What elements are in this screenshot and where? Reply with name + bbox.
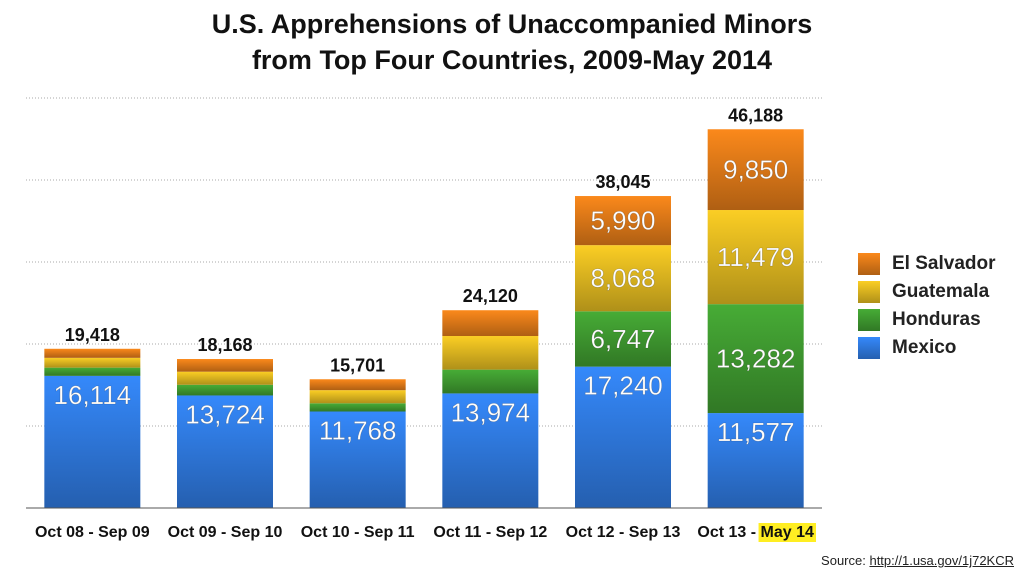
bar-segment-honduras xyxy=(707,304,804,414)
bar-segment-guatemala xyxy=(44,357,141,368)
total-label: 38,045 xyxy=(595,172,650,192)
legend-label: El Salvador xyxy=(892,253,996,274)
bar-segment-mexico xyxy=(707,413,804,508)
category-label: Oct 12 - Sep 13 xyxy=(566,524,681,541)
bar-segment-guatemala xyxy=(177,371,273,385)
bar-segment-mexico xyxy=(575,366,671,508)
bar-segment-el-salvador xyxy=(707,129,804,211)
bar-segment-el-salvador xyxy=(177,359,273,372)
legend-item-honduras: Honduras xyxy=(858,306,996,334)
bar-segment-honduras xyxy=(575,311,671,367)
legend-swatch xyxy=(858,337,880,359)
bar-segment-mexico xyxy=(177,395,273,508)
data-label: 6,747 xyxy=(590,324,655,354)
data-label: 11,479 xyxy=(717,242,795,272)
chart-title-line-2: from Top Four Countries, 2009-May 2014 xyxy=(251,45,773,75)
data-label: 11,768 xyxy=(319,416,397,446)
total-label: 46,188 xyxy=(728,105,783,125)
category-label-prefix: Oct 13 - xyxy=(697,524,760,541)
category-label: Oct 13 - May 14 xyxy=(697,524,814,541)
data-label: 5,990 xyxy=(590,206,655,236)
total-label: 18,168 xyxy=(197,335,252,355)
data-label: 13,282 xyxy=(716,344,796,374)
category-label: Oct 10 - Sep 11 xyxy=(301,524,415,541)
bar-segment-el-salvador xyxy=(44,348,141,358)
data-label: 16,114 xyxy=(54,380,132,410)
bar-segment-honduras xyxy=(177,384,273,396)
data-label: 11,577 xyxy=(717,417,795,447)
category-label: Oct 11 - Sep 12 xyxy=(433,524,547,541)
legend: El Salvador Guatemala Honduras Mexico xyxy=(858,250,996,362)
legend-label: Guatemala xyxy=(892,281,990,302)
data-label: 9,850 xyxy=(723,155,788,185)
bar-segment-mexico xyxy=(442,393,539,508)
bar-segment-guatemala xyxy=(442,336,539,370)
legend-label: Mexico xyxy=(892,337,957,358)
data-label: 8,068 xyxy=(590,263,655,293)
legend-item-mexico: Mexico xyxy=(858,334,996,362)
chart-title-line-1: U.S. Apprehensions of Unaccompanied Mino… xyxy=(211,9,813,39)
source-note: Source: http://1.usa.gov/1j72KCR xyxy=(821,553,1014,568)
bar-segment-guatemala xyxy=(575,245,671,312)
bar-segment-guatemala xyxy=(707,210,804,305)
total-label: 19,418 xyxy=(65,325,120,345)
bar-segment-el-salvador xyxy=(442,310,539,337)
category-highlight-background xyxy=(758,523,817,542)
legend-item-guatemala: Guatemala xyxy=(858,278,996,306)
bar-segment-honduras xyxy=(442,369,539,394)
legend-swatch xyxy=(858,309,880,331)
bar-segment-honduras xyxy=(309,403,406,412)
data-label: 13,724 xyxy=(185,399,265,429)
total-label: 24,120 xyxy=(463,286,518,306)
source-label: Source: xyxy=(821,553,870,568)
legend-label: Honduras xyxy=(892,309,981,330)
category-label: Oct 09 - Sep 10 xyxy=(168,524,283,541)
category-label: Oct 08 - Sep 09 xyxy=(35,524,150,541)
bar-segment-el-salvador xyxy=(575,196,671,246)
source-link[interactable]: http://1.usa.gov/1j72KCR xyxy=(869,553,1014,568)
bar-segment-guatemala xyxy=(309,390,406,404)
category-label-highlight: May 14 xyxy=(761,524,814,541)
data-label: 13,974 xyxy=(451,397,531,427)
legend-item-el-salvador: El Salvador xyxy=(858,250,996,278)
legend-swatch xyxy=(858,253,880,275)
chart-title: U.S. Apprehensions of Unaccompanied Mino… xyxy=(0,6,1024,78)
data-label: 17,240 xyxy=(583,371,663,401)
total-label: 15,701 xyxy=(330,355,385,375)
bar-segment-mexico xyxy=(309,411,406,508)
bar-segment-mexico xyxy=(44,375,141,508)
bar-segment-el-salvador xyxy=(309,379,406,391)
legend-swatch xyxy=(858,281,880,303)
bar-segment-honduras xyxy=(44,367,141,376)
